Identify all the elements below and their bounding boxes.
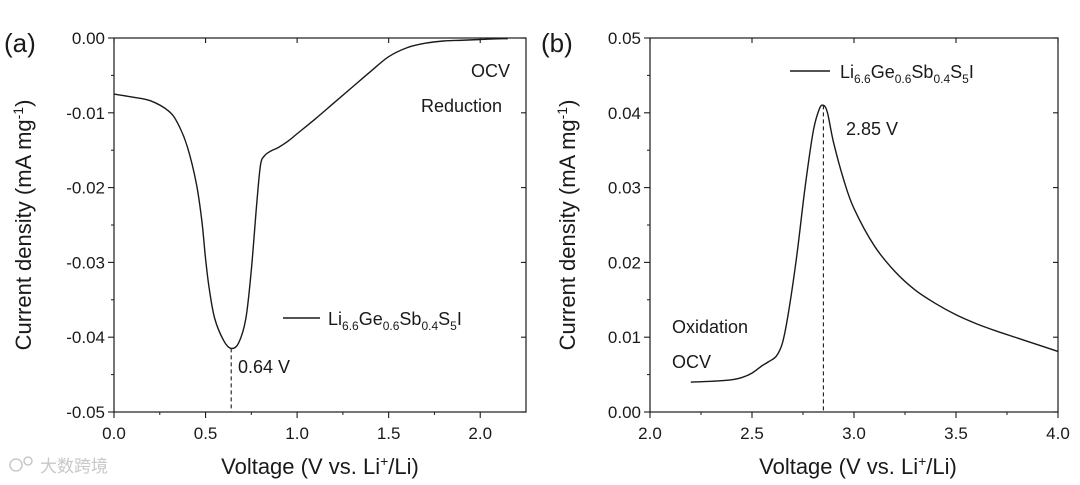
panel-b-legend: Li6.6Ge0.6Sb0.4S5I — [790, 62, 974, 86]
watermark-logo-icon — [9, 458, 23, 472]
panel-b-ticks: 2.0 2.5 3.0 3.5 4.0 0.00 0.01 0.02 0.03 0.04 0.05 — [608, 29, 1070, 443]
panel-b-ytick-label: 0.05 — [608, 29, 641, 48]
panel-a-ocv-label: OCV — [471, 61, 510, 81]
panel-a-xtick-label: 0.0 — [102, 424, 126, 443]
panel-b-frame — [649, 37, 1059, 413]
panel-b-ytick-label: 0.02 — [608, 253, 641, 272]
panel-b-oxidation-label: Oxidation — [672, 317, 748, 337]
panel-a-ytick-label: 0.00 — [72, 29, 105, 48]
panel-a-xtick-label: 0.5 — [194, 424, 218, 443]
panel-b-series-line — [690, 104, 1059, 383]
panel-b-ytick-label: 0.00 — [608, 403, 641, 422]
panel-a-peak-label: 0.64 V — [238, 357, 290, 377]
panel-a-legend: Li6.6Ge0.6Sb0.4S5I — [283, 309, 462, 333]
panel-a-series-line — [113, 37, 508, 350]
panel-b-xtick-label: 3.0 — [842, 424, 866, 443]
panel-a-xtick-label: 1.5 — [377, 424, 401, 443]
panel-b-label: (b) — [541, 28, 573, 58]
panel-a-ylabel: Current density (mA mg-1) — [10, 100, 36, 351]
panel-a-label: (a) — [4, 28, 36, 58]
watermark-text: 大数跨境 — [40, 457, 108, 476]
watermark-logo-dot-icon — [23, 456, 33, 466]
panel-b-xtick-label: 2.5 — [740, 424, 764, 443]
panel-b-ytick-label: 0.01 — [608, 328, 641, 347]
panel-b-xtick-label: 4.0 — [1046, 424, 1070, 443]
panel-b-peak-label: 2.85 V — [846, 119, 898, 139]
panel-a-ticks: 0.0 0.5 1.0 1.5 2.0 0.00 -0.01 -0.02 -0.03 -0.04 -… — [66, 29, 526, 443]
panel-a-frame — [113, 37, 527, 413]
panel-b-legend-text: Li6.6Ge0.6Sb0.4S5I — [840, 62, 974, 86]
panel-a-reduction-label: Reduction — [421, 96, 502, 116]
panel-b-xtick-label: 3.5 — [944, 424, 968, 443]
watermark: 大数跨境 — [9, 456, 108, 476]
panel-b-ytick-label: 0.03 — [608, 179, 641, 198]
panel-b-ocv-label: OCV — [672, 352, 711, 372]
panel-a-legend-text: Li6.6Ge0.6Sb0.4S5I — [328, 309, 462, 333]
panel-b-xtick-label: 2.0 — [638, 424, 662, 443]
panel-a-ytick-label: -0.05 — [66, 403, 105, 422]
panel-a-ytick-label: -0.04 — [66, 328, 105, 347]
panel-a-ytick-label: -0.02 — [66, 179, 105, 198]
panel-b: (b) 2.0 2.5 3.0 3.5 4.0 0.00 0.01 0.02 0.03 0.04 0… — [541, 28, 1070, 479]
panel-a-ytick-label: -0.01 — [66, 104, 105, 123]
panel-b-xlabel: Voltage (V vs. Li+/Li) — [759, 453, 957, 479]
panel-a-xlabel: Voltage (V vs. Li+/Li) — [221, 453, 419, 479]
panel-b-ytick-label: 0.04 — [608, 104, 641, 123]
panel-a: (a) 0.0 0.5 1.0 1.5 2.0 0.00 -0.01 -0.02 -0.03 -0… — [4, 28, 527, 479]
panel-a-xtick-label: 2.0 — [468, 424, 492, 443]
panel-a-xtick-label: 1.0 — [285, 424, 309, 443]
panel-b-ylabel: Current density (mA mg-1) — [554, 100, 580, 351]
panel-a-ytick-label: -0.03 — [66, 253, 105, 272]
